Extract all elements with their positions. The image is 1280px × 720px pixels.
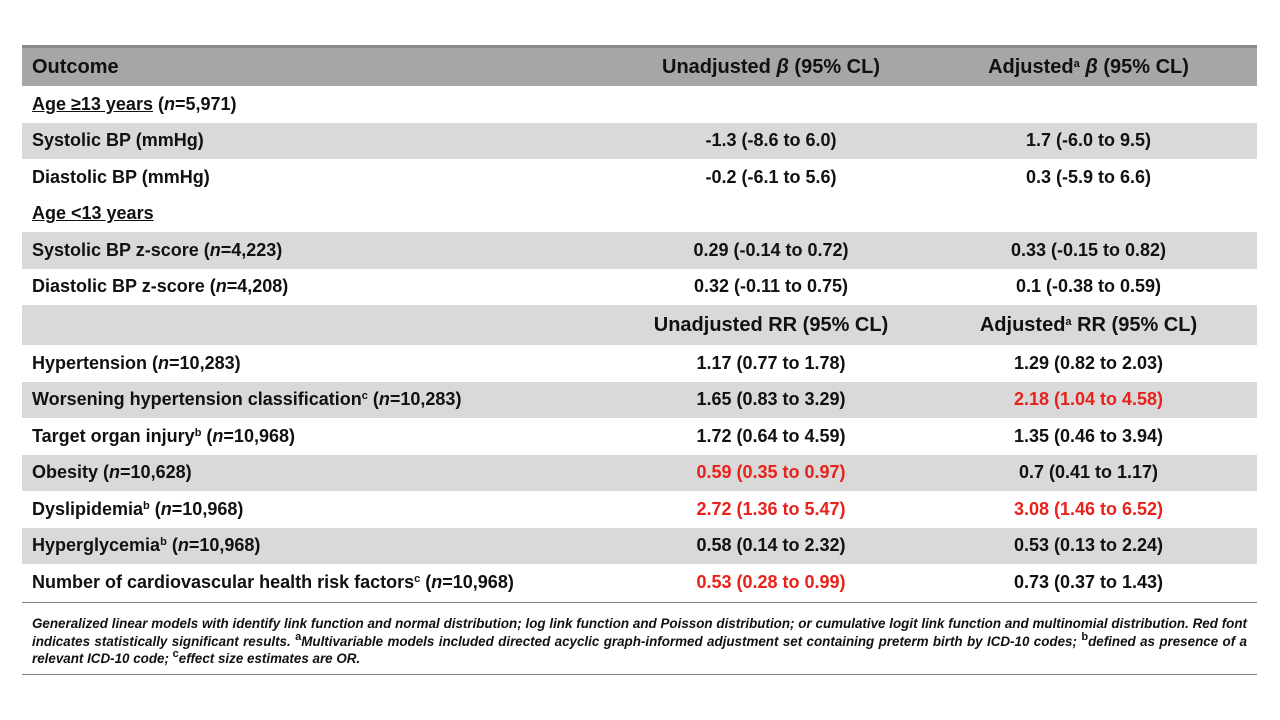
section-label: Age ≥13 years <box>32 93 153 114</box>
adjusted-cell: 0.53 (0.13 to 2.24) <box>1013 535 1164 556</box>
outcome-cell: Target organ injuryb (n=10,968) <box>32 425 295 446</box>
unadjusted-cell: 1.72 (0.64 to 4.59) <box>696 425 846 446</box>
unadjusted-cell: 1.17 (0.77 to 1.78) <box>696 352 846 373</box>
table-row: Hyperglycemiab (n=10,968) 0.58 (0.14 to … <box>22 527 1257 564</box>
adjusted-cell: 0.33 (-0.15 to 0.82) <box>1010 239 1167 260</box>
adjusted-cell: 0.73 (0.37 to 1.43) <box>1013 571 1164 592</box>
unadjusted-cell: -1.3 (-8.6 to 6.0) <box>705 130 837 151</box>
table-bottom-rule <box>22 601 1257 603</box>
table-row: Diastolic BP z-score (n=4,208) 0.32 (-0.… <box>22 269 1257 306</box>
table-row: Systolic BP (mmHg) -1.3 (-8.6 to 6.0) 1.… <box>22 122 1257 159</box>
table-row: Target organ injuryb (n=10,968) 1.72 (0.… <box>22 418 1257 455</box>
outcome-cell: Dyslipidemiab (n=10,968) <box>32 498 244 519</box>
table-row: Hypertension (n=10,283) 1.17 (0.77 to 1.… <box>22 345 1257 382</box>
table-row: Dyslipidemiab (n=10,968) 2.72 (1.36 to 5… <box>22 491 1257 528</box>
outcome-cell: Obesity (n=10,628) <box>32 462 192 483</box>
outcome-cell: Diastolic BP (mmHg) <box>32 166 210 187</box>
section-row-age-under-13: Age <13 years <box>22 196 1257 233</box>
table-row: Diastolic BP (mmHg) -0.2 (-6.1 to 5.6) 0… <box>22 159 1257 196</box>
header-outcome: Outcome <box>32 55 119 78</box>
adjusted-cell: 1.35 (0.46 to 3.94) <box>1013 425 1164 446</box>
unadjusted-cell: 0.29 (-0.14 to 0.72) <box>693 239 849 260</box>
header-row: Outcome Unadjusted β (95% CL) Adjusteda … <box>22 48 1257 86</box>
outcome-cell: Systolic BP (mmHg) <box>32 130 204 151</box>
outcome-cell: Systolic BP z-score (n=4,223) <box>32 239 283 260</box>
unadjusted-cell: 0.58 (0.14 to 2.32) <box>696 535 846 556</box>
footnote-bottom-rule <box>22 673 1257 675</box>
adjusted-cell: 1.7 (-6.0 to 9.5) <box>1025 130 1152 151</box>
results-table: Outcome Unadjusted β (95% CL) Adjusteda … <box>22 45 1257 675</box>
adjusted-cell: 0.7 (0.41 to 1.17) <box>1018 462 1159 483</box>
header-unadjusted-beta: Unadjusted β (95% CL) <box>662 55 880 78</box>
header-unadjusted-rr: Unadjusted RR (95% CL) <box>653 313 889 336</box>
unadjusted-cell: 0.32 (-0.11 to 0.75) <box>693 276 849 297</box>
adjusted-cell-significant: 3.08 (1.46 to 6.52) <box>1013 498 1164 519</box>
adjusted-cell-significant: 2.18 (1.04 to 4.58) <box>1013 389 1164 410</box>
header-adjusted-rr: Adjusteda RR (95% CL) <box>979 313 1198 336</box>
table-row: Obesity (n=10,628) 0.59 (0.35 to 0.97) 0… <box>22 454 1257 491</box>
outcome-cell: Hyperglycemiab (n=10,968) <box>32 535 261 556</box>
unadjusted-cell-significant: 0.59 (0.35 to 0.97) <box>696 462 846 483</box>
table-row: Worsening hypertension classificationc (… <box>22 381 1257 418</box>
header-adjusted-beta: Adjusteda β (95% CL) <box>988 55 1189 78</box>
unadjusted-cell: -0.2 (-6.1 to 5.6) <box>705 166 837 187</box>
table-footnote: Generalized linear models with identify … <box>32 616 1247 666</box>
outcome-cell: Diastolic BP z-score (n=4,208) <box>32 276 289 297</box>
top-rule <box>22 45 1257 48</box>
outcome-cell: Hypertension (n=10,283) <box>32 352 241 373</box>
table-row: Systolic BP z-score (n=4,223) 0.29 (-0.1… <box>22 232 1257 269</box>
unadjusted-cell-significant: 2.72 (1.36 to 5.47) <box>696 498 846 519</box>
adjusted-cell: 1.29 (0.82 to 2.03) <box>1013 352 1164 373</box>
section-row-age-13-plus: Age ≥13 years (n=5,971) <box>32 93 237 114</box>
adjusted-cell: 0.3 (-5.9 to 6.6) <box>1025 166 1152 187</box>
table-row: Number of cardiovascular health risk fac… <box>22 564 1257 601</box>
adjusted-cell: 0.1 (-0.38 to 0.59) <box>1015 276 1162 297</box>
section-label: Age <13 years <box>32 203 154 224</box>
outcome-cell: Worsening hypertension classificationc (… <box>32 389 462 410</box>
rr-header-row: Unadjusted RR (95% CL) Adjusteda RR (95%… <box>22 305 1257 345</box>
unadjusted-cell-significant: 0.53 (0.28 to 0.99) <box>696 571 846 592</box>
outcome-cell: Number of cardiovascular health risk fac… <box>32 571 514 592</box>
unadjusted-cell: 1.65 (0.83 to 3.29) <box>696 389 846 410</box>
